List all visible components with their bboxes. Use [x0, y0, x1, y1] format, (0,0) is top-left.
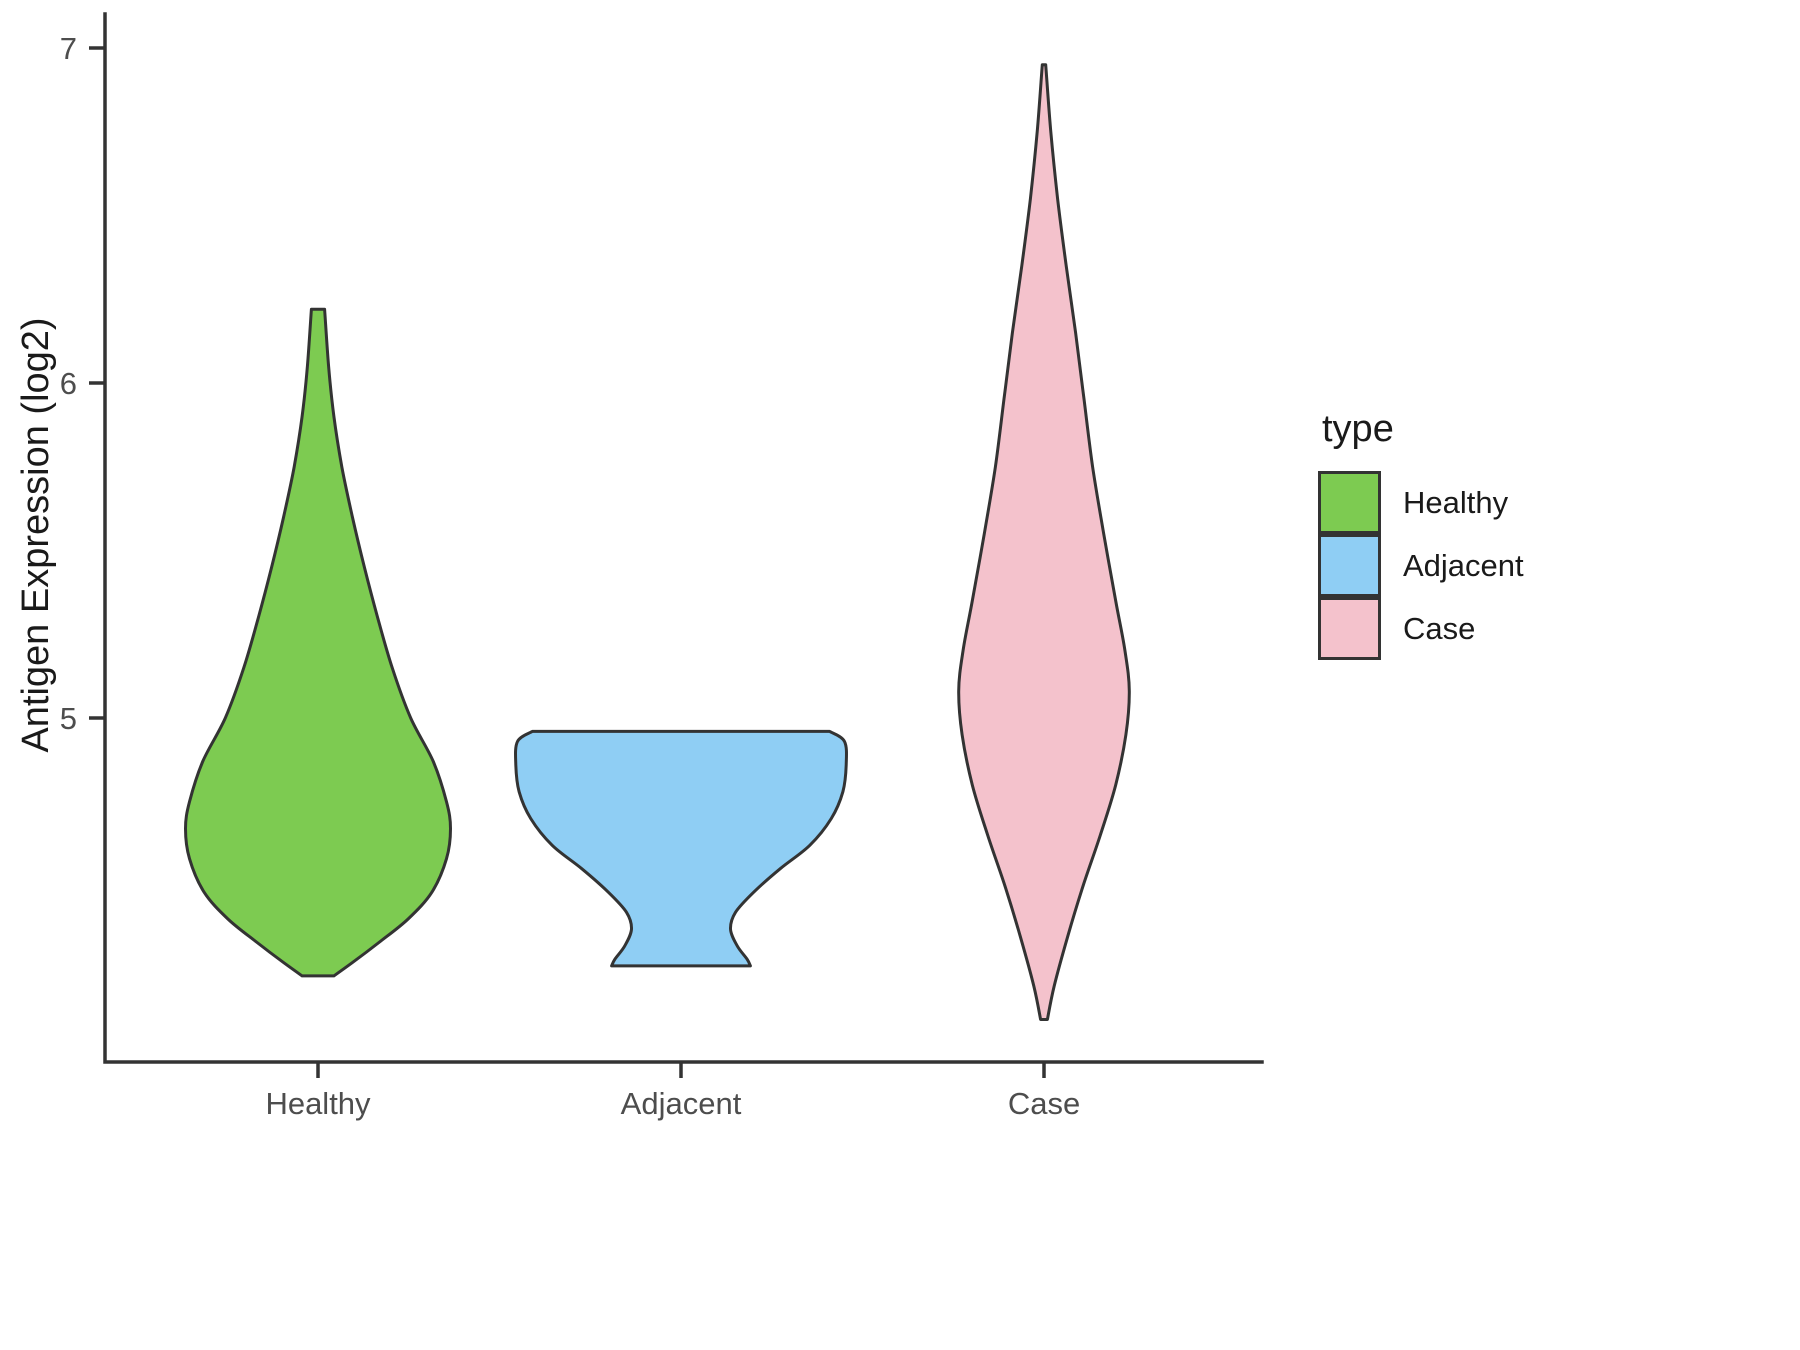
legend-label: Healthy — [1403, 484, 1509, 520]
legend-title: type — [1322, 408, 1394, 450]
x-tick-label: Healthy — [265, 1086, 371, 1121]
legend-swatch-adjacent — [1318, 534, 1381, 597]
y-tick-label: 7 — [60, 31, 77, 66]
violin-healthy — [184, 307, 452, 978]
violin-adjacent — [514, 729, 848, 968]
legend-label: Adjacent — [1403, 547, 1524, 583]
violins-layer — [184, 63, 1131, 1021]
axis-lines — [103, 12, 1264, 1064]
legend-entry-adjacent: Adjacent — [1318, 534, 1524, 597]
legend: type Healthy Adjacent Case — [1318, 408, 1524, 660]
y-tick-label: 5 — [60, 701, 77, 736]
legend-swatch-case — [1318, 597, 1381, 660]
y-tick-label: 6 — [60, 366, 77, 401]
legend-swatch-healthy — [1318, 471, 1381, 534]
violin-case — [957, 63, 1131, 1021]
x-tick-label: Case — [1008, 1086, 1080, 1121]
legend-entry-case: Case — [1318, 597, 1524, 660]
legend-entry-healthy: Healthy — [1318, 471, 1524, 534]
legend-entries: Healthy Adjacent Case — [1318, 471, 1524, 660]
axes-layer: 5 6 7 Healthy Adjacent Case — [60, 12, 1264, 1121]
legend-label: Case — [1403, 610, 1476, 646]
y-axis-title: Antigen Expression (log2) — [15, 317, 57, 752]
x-tick-label: Adjacent — [621, 1086, 742, 1121]
